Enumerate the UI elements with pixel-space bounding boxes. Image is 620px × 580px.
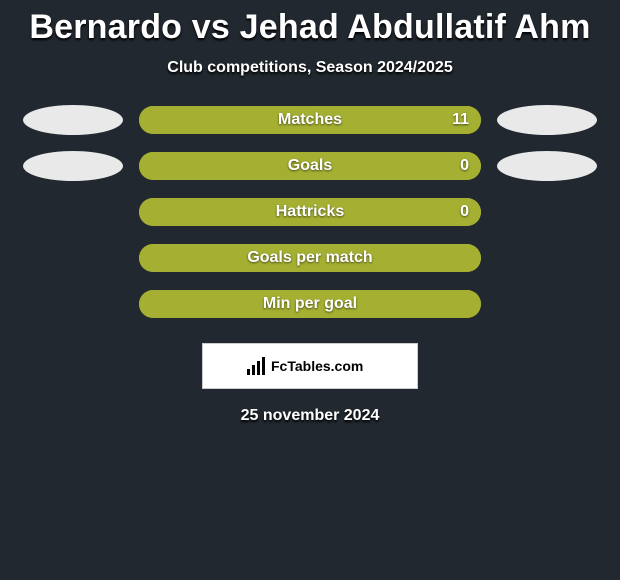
stat-label: Goals per match — [247, 249, 372, 267]
left-ellipse — [23, 243, 123, 273]
stat-row: Goals per match — [23, 235, 597, 281]
page-subtitle: Club competitions, Season 2024/2025 — [167, 59, 452, 77]
stat-value: 0 — [460, 157, 469, 175]
stat-bar: Min per goal — [139, 290, 481, 318]
stat-label: Min per goal — [263, 295, 357, 313]
left-ellipse — [23, 151, 123, 181]
stat-bar: Hattricks 0 — [139, 198, 481, 226]
right-ellipse — [497, 289, 597, 319]
left-ellipse — [23, 289, 123, 319]
stat-label: Matches — [278, 111, 342, 129]
right-ellipse — [497, 105, 597, 135]
stat-label: Goals — [288, 157, 332, 175]
stat-value: 11 — [452, 111, 469, 129]
stat-row: Min per goal — [23, 281, 597, 327]
left-ellipse — [23, 197, 123, 227]
left-ellipse — [23, 105, 123, 135]
page-title: Bernardo vs Jehad Abdullatif Ahm — [29, 8, 590, 47]
logo-box: FcTables.com — [202, 343, 418, 389]
fctables-logo: FcTables.com — [245, 355, 375, 377]
stat-row: Goals 0 — [23, 143, 597, 189]
logo-text: FcTables.com — [271, 358, 363, 374]
right-ellipse — [497, 151, 597, 181]
right-ellipse — [497, 197, 597, 227]
stat-bar: Goals 0 — [139, 152, 481, 180]
stat-label: Hattricks — [276, 203, 344, 221]
date-line: 25 november 2024 — [241, 407, 380, 425]
right-ellipse — [497, 243, 597, 273]
stat-value: 0 — [460, 203, 469, 221]
stat-row: Hattricks 0 — [23, 189, 597, 235]
stats-rows: Matches 11 Goals 0 Hattricks 0 Goals per match… — [23, 97, 597, 327]
stat-row: Matches 11 — [23, 97, 597, 143]
stats-container: Bernardo vs Jehad Abdullatif Ahm Club co… — [0, 0, 620, 425]
stat-bar: Matches 11 — [139, 106, 481, 134]
stat-bar: Goals per match — [139, 244, 481, 272]
